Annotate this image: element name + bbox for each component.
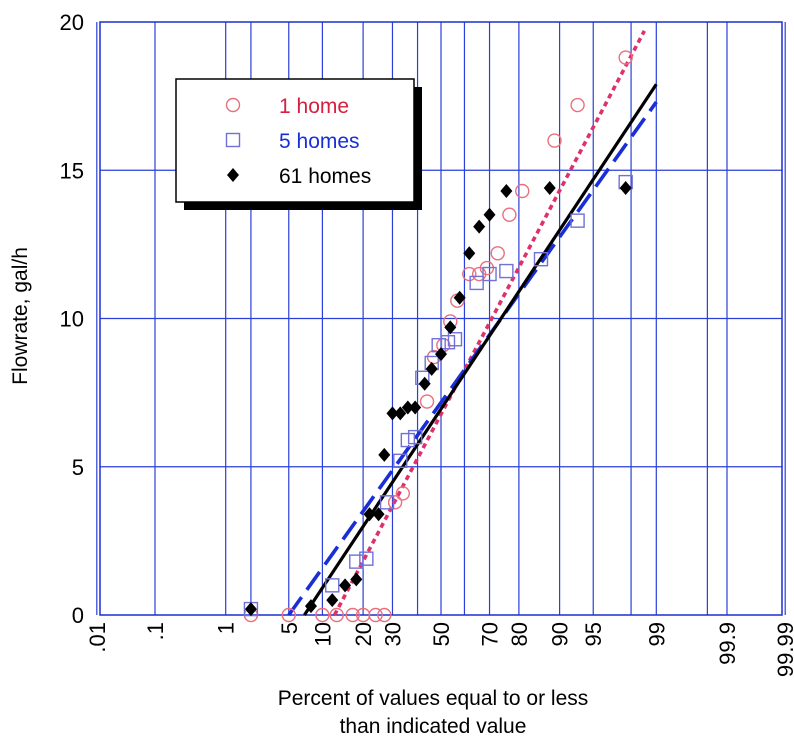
square-point [570, 213, 585, 228]
square-point [533, 251, 549, 267]
diamond-point [500, 184, 513, 199]
square-point [469, 275, 484, 291]
circle-point [419, 394, 435, 409]
circle-point [490, 246, 505, 261]
legend-box [175, 78, 415, 203]
circle-point [329, 607, 344, 623]
diamond-point [444, 320, 457, 335]
circle-point [315, 607, 330, 623]
diamond-point [350, 572, 363, 587]
legend-circle-marker [225, 97, 241, 113]
legend-label: 1 home [279, 95, 349, 118]
circle-point [618, 50, 633, 65]
diamond-point [394, 406, 407, 421]
diamond-point [401, 400, 414, 415]
circle-point [570, 97, 585, 113]
diamond-point [453, 290, 466, 305]
square-point [359, 551, 374, 566]
fit-line [303, 83, 658, 616]
x-tick-label: 1 [214, 622, 239, 634]
square-point [400, 432, 416, 448]
y-tick-label: 20 [60, 10, 84, 35]
x-tick-label: .1 [143, 622, 168, 640]
diamond-point [409, 400, 422, 415]
x-tick-label: 70 [478, 622, 503, 646]
x-tick-label: 10 [310, 622, 335, 646]
x-tick-label: .01 [85, 622, 110, 653]
legend-square-marker [225, 132, 241, 148]
square-point [407, 429, 423, 445]
x-tick-label: 50 [429, 622, 454, 646]
y-tick-label: 15 [60, 158, 84, 183]
circle-point [395, 486, 411, 501]
x-tick-label: 99.99 [773, 622, 794, 677]
circle-point [502, 207, 517, 222]
diamond-point [425, 361, 438, 376]
fit-lines [287, 30, 658, 617]
circle-point [345, 607, 360, 623]
x-tick-label: 5 [277, 622, 302, 634]
diamond-point [363, 507, 376, 522]
fit-line [287, 101, 658, 617]
circle-point [281, 607, 296, 623]
diamond-point [543, 181, 556, 196]
plot-frame [99, 21, 783, 616]
legend: 1 home 5 homes 61 homes [175, 78, 422, 210]
square-point [325, 578, 340, 593]
y-tick-label: 10 [60, 307, 84, 332]
x-tick-label: 30 [380, 622, 405, 646]
diamond-point [244, 602, 257, 617]
x-axis-label-line1: Percent of values equal to or less [278, 687, 589, 710]
circle-point [387, 495, 403, 510]
diamond-point [473, 219, 486, 234]
x-tick-label: 90 [548, 622, 573, 646]
square-point [499, 263, 514, 279]
x-tick-label: 99 [644, 622, 669, 646]
x-axis-ticks: .01 .1 1 5 10 20 30 50 70 80 90 95 99 99.9 99.99 [85, 622, 794, 677]
x-tick-label: 20 [351, 622, 376, 646]
x-tick-label: 99.9 [715, 622, 740, 665]
diamond-point [378, 447, 391, 462]
x-tick-label: 80 [507, 622, 532, 646]
diamond-point [372, 507, 385, 522]
diamond-point [435, 347, 447, 362]
diamond-point [483, 207, 496, 222]
circle-point [515, 183, 530, 199]
circle-point [547, 133, 562, 148]
square-point [447, 332, 463, 347]
x-axis-label-line2: than indicated value [340, 715, 527, 738]
fit-line [332, 30, 646, 616]
square-point [349, 554, 364, 569]
diamond-point [619, 181, 632, 196]
diamond-point [326, 593, 339, 608]
y-axis-label: Flowrate, gal/h [9, 247, 32, 385]
diamond-point [463, 246, 476, 261]
diamond-point [339, 578, 352, 593]
square-point [393, 453, 408, 469]
y-tick-label: 0 [72, 603, 84, 628]
legend-label: 5 homes [279, 130, 360, 153]
legend-label: 61 homes [279, 165, 371, 188]
x-tick-label: 95 [581, 622, 606, 646]
circle-point [368, 607, 383, 623]
data-points [243, 50, 633, 623]
diamond-point [304, 599, 317, 614]
legend-diamond-marker [227, 168, 239, 182]
y-tick-label: 5 [72, 455, 84, 480]
circle-point [462, 266, 477, 282]
circle-point [377, 607, 392, 623]
square-point [379, 495, 395, 510]
diamond-point [386, 406, 399, 421]
y-axis-ticks: 0 5 10 15 20 [60, 10, 84, 628]
square-point [482, 266, 497, 282]
diamond-point [418, 376, 431, 391]
